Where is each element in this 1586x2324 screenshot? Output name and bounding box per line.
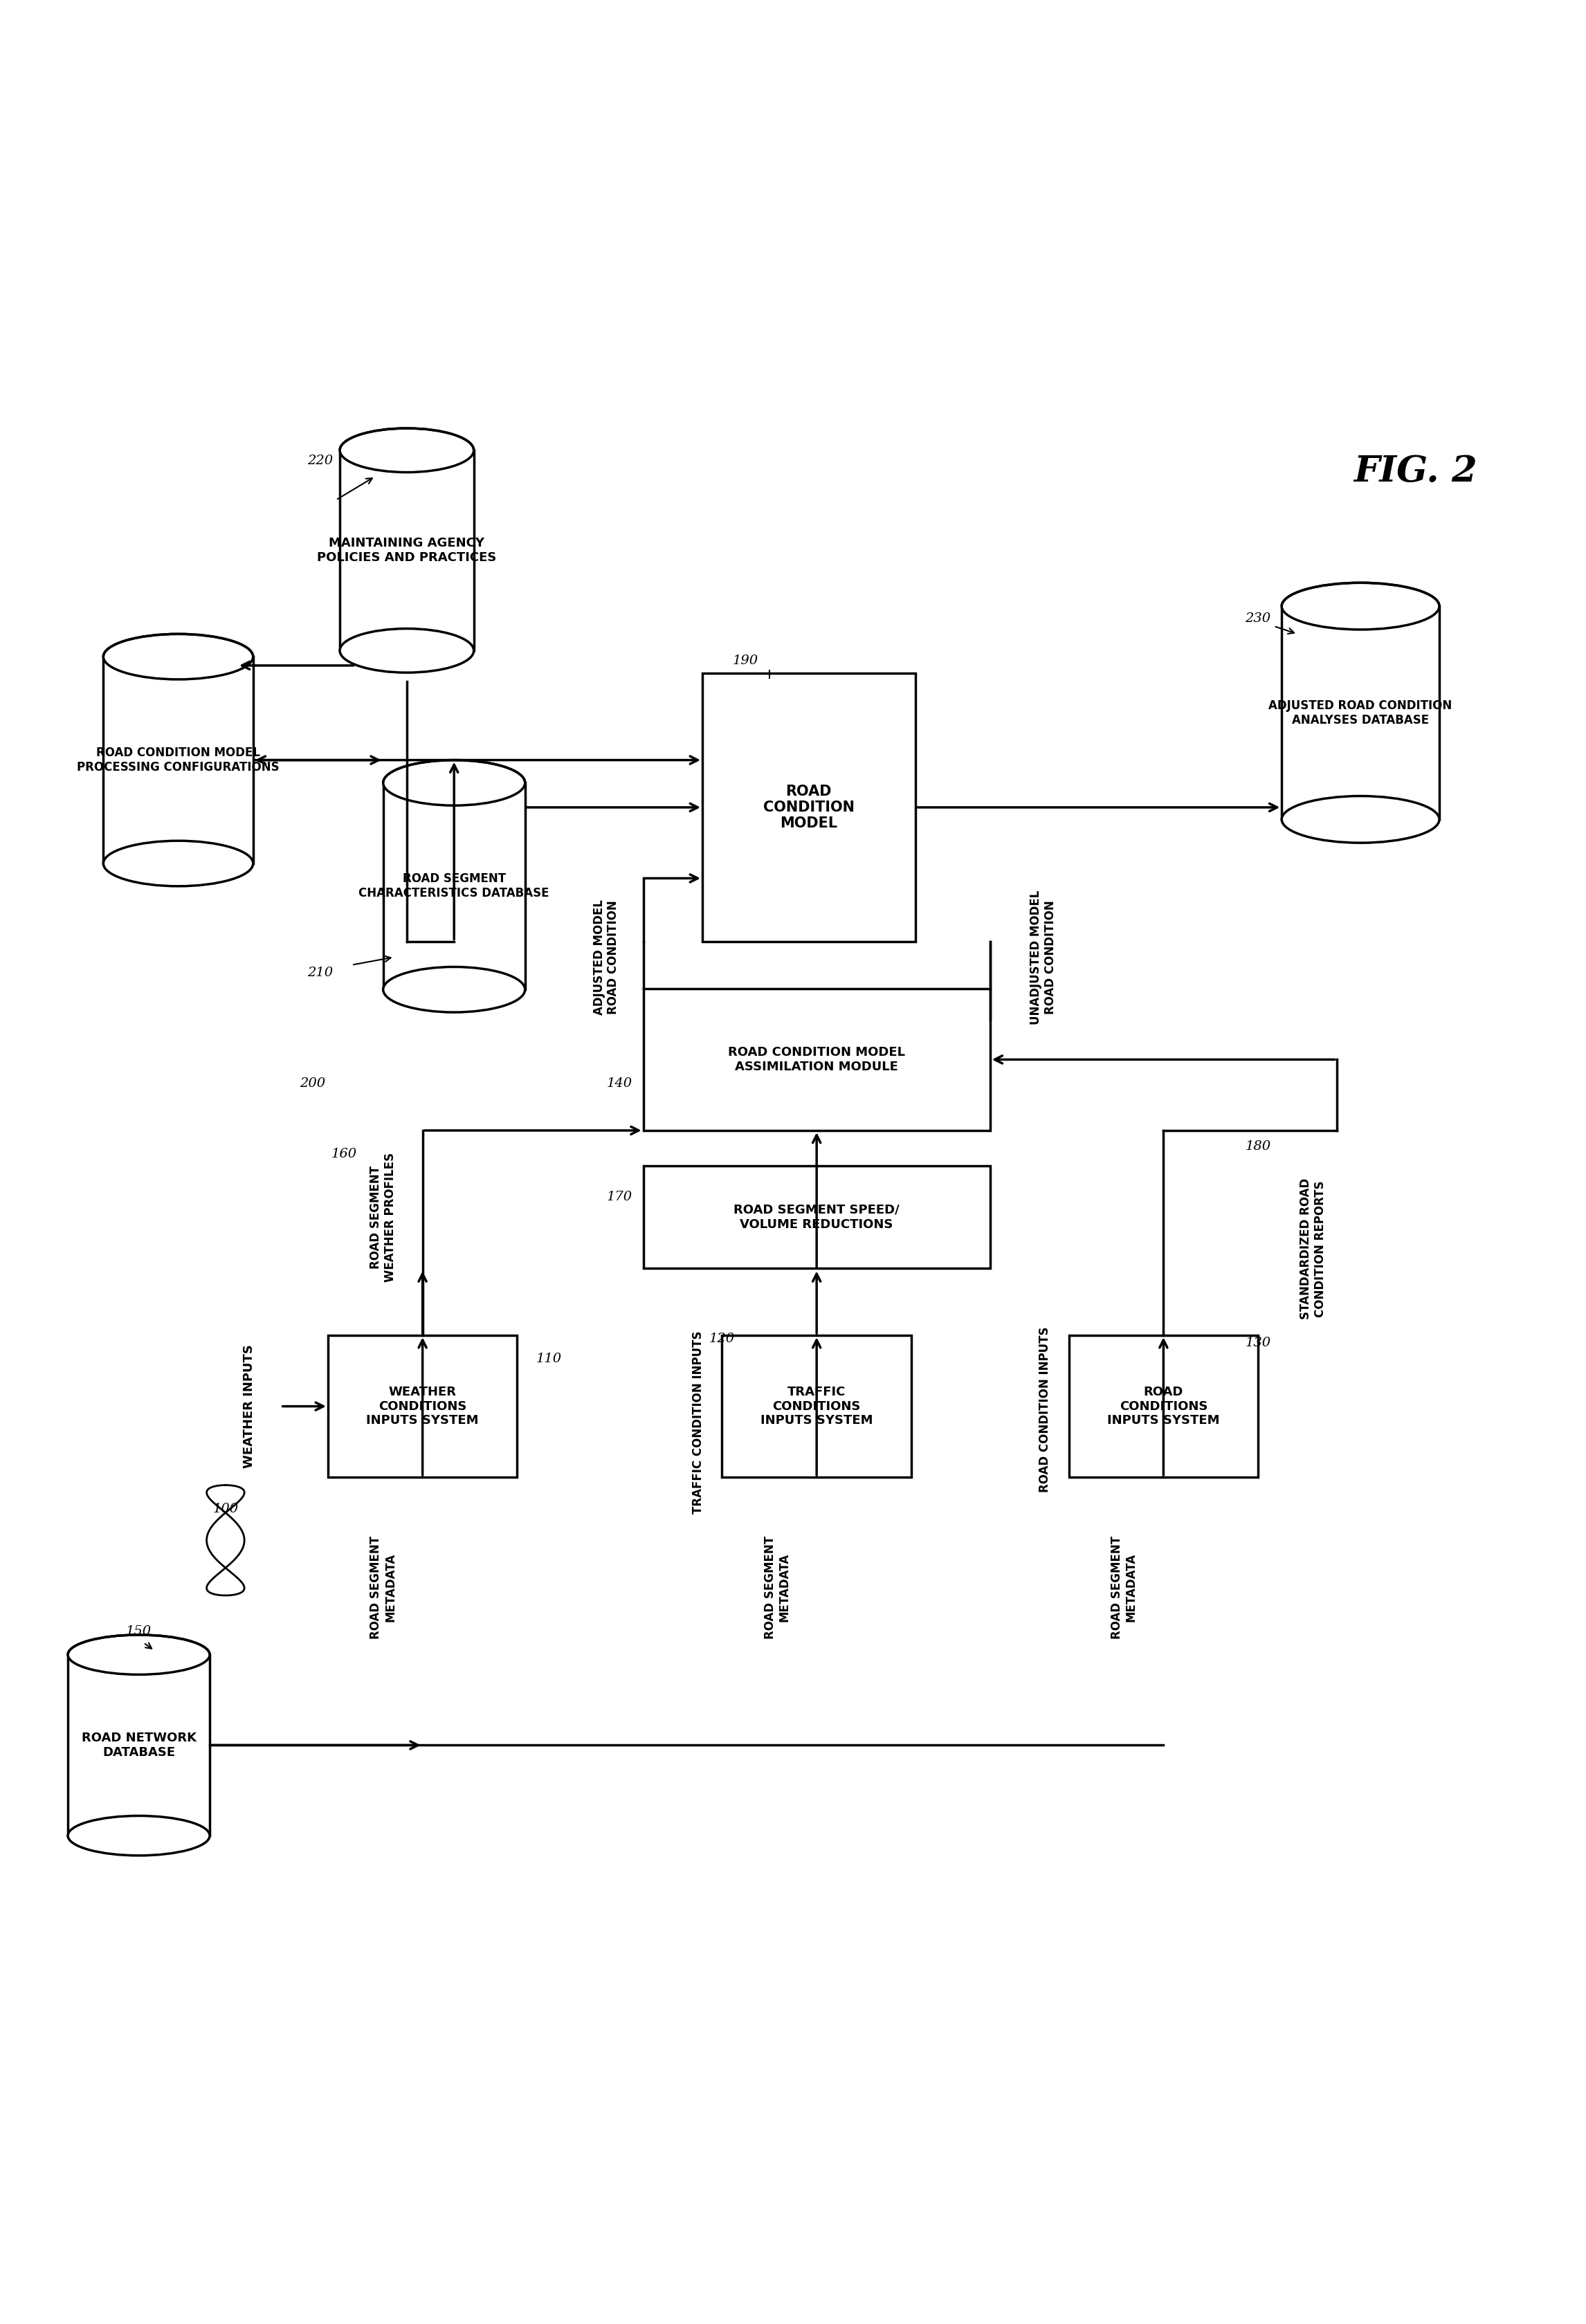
- Text: ROAD SEGMENT SPEED/
VOLUME REDUCTIONS: ROAD SEGMENT SPEED/ VOLUME REDUCTIONS: [734, 1204, 899, 1232]
- Bar: [1281, 607, 1440, 820]
- Text: ADJUSTED MODEL
ROAD CONDITION: ADJUSTED MODEL ROAD CONDITION: [593, 899, 620, 1016]
- Text: FIG. 2: FIG. 2: [1354, 453, 1478, 490]
- Text: ROAD
CONDITIONS
INPUTS SYSTEM: ROAD CONDITIONS INPUTS SYSTEM: [1107, 1385, 1220, 1427]
- Text: 110: 110: [536, 1353, 561, 1364]
- Text: WEATHER
CONDITIONS
INPUTS SYSTEM: WEATHER CONDITIONS INPUTS SYSTEM: [366, 1385, 479, 1427]
- Bar: [68, 1655, 209, 1836]
- Bar: [384, 783, 525, 990]
- Ellipse shape: [1281, 583, 1440, 630]
- Bar: [1069, 1336, 1258, 1478]
- Text: 230: 230: [1245, 611, 1270, 625]
- Ellipse shape: [384, 967, 525, 1013]
- Text: WEATHER INPUTS: WEATHER INPUTS: [243, 1343, 255, 1469]
- Text: 120: 120: [709, 1332, 734, 1346]
- Ellipse shape: [68, 1634, 209, 1676]
- Ellipse shape: [384, 760, 525, 806]
- Text: TRAFFIC
CONDITIONS
INPUTS SYSTEM: TRAFFIC CONDITIONS INPUTS SYSTEM: [760, 1385, 872, 1427]
- Text: TRAFFIC CONDITION INPUTS: TRAFFIC CONDITION INPUTS: [691, 1332, 704, 1513]
- Ellipse shape: [1281, 797, 1440, 844]
- Text: ROAD SEGMENT
METADATA: ROAD SEGMENT METADATA: [1110, 1536, 1137, 1638]
- Bar: [722, 1336, 912, 1478]
- Text: ROAD CONDITION MODEL
ASSIMILATION MODULE: ROAD CONDITION MODEL ASSIMILATION MODULE: [728, 1046, 906, 1074]
- Text: ROAD CONDITION INPUTS: ROAD CONDITION INPUTS: [1039, 1327, 1052, 1492]
- Text: 100: 100: [213, 1504, 238, 1515]
- Text: 210: 210: [308, 967, 333, 978]
- Ellipse shape: [103, 841, 254, 885]
- Text: ROAD SEGMENT
METADATA: ROAD SEGMENT METADATA: [370, 1536, 397, 1638]
- Text: 220: 220: [308, 456, 333, 467]
- Text: STANDARDIZED ROAD
CONDITION REPORTS: STANDARDIZED ROAD CONDITION REPORTS: [1301, 1178, 1326, 1320]
- Text: 200: 200: [300, 1076, 325, 1090]
- Bar: [644, 988, 990, 1129]
- Text: ROAD CONDITION MODEL
PROCESSING CONFIGURATIONS: ROAD CONDITION MODEL PROCESSING CONFIGUR…: [78, 746, 279, 774]
- Text: 140: 140: [607, 1076, 633, 1090]
- Text: 150: 150: [125, 1624, 152, 1638]
- Bar: [328, 1336, 517, 1478]
- Text: ROAD NETWORK
DATABASE: ROAD NETWORK DATABASE: [81, 1731, 197, 1759]
- Ellipse shape: [68, 1815, 209, 1855]
- Text: ROAD SEGMENT
METADATA: ROAD SEGMENT METADATA: [764, 1536, 791, 1638]
- Text: ADJUSTED ROAD CONDITION
ANALYSES DATABASE: ADJUSTED ROAD CONDITION ANALYSES DATABAS…: [1269, 700, 1453, 725]
- Text: ROAD SEGMENT
CHARACTERISTICS DATABASE: ROAD SEGMENT CHARACTERISTICS DATABASE: [358, 874, 549, 899]
- Text: 180: 180: [1245, 1141, 1270, 1153]
- Bar: [103, 658, 254, 865]
- Text: 160: 160: [331, 1148, 357, 1160]
- Text: 170: 170: [607, 1190, 633, 1204]
- Ellipse shape: [103, 634, 254, 679]
- Text: ROAD
CONDITION
MODEL: ROAD CONDITION MODEL: [763, 786, 855, 830]
- Text: 130: 130: [1245, 1336, 1270, 1350]
- Bar: [339, 451, 474, 651]
- Bar: [703, 674, 915, 941]
- Text: 190: 190: [733, 655, 758, 667]
- Text: ROAD SEGMENT
WEATHER PROFILES: ROAD SEGMENT WEATHER PROFILES: [370, 1153, 397, 1283]
- Bar: [644, 1167, 990, 1269]
- Ellipse shape: [339, 428, 474, 472]
- Text: MAINTAINING AGENCY
POLICIES AND PRACTICES: MAINTAINING AGENCY POLICIES AND PRACTICE…: [317, 537, 496, 565]
- Ellipse shape: [339, 627, 474, 672]
- Text: UNADJUSTED MODEL
ROAD CONDITION: UNADJUSTED MODEL ROAD CONDITION: [1029, 890, 1056, 1025]
